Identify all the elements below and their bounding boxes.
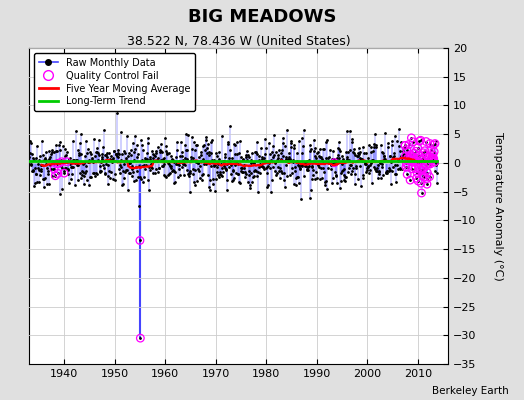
Point: [50, 166, 58, 172]
Point: [417, 137, 425, 144]
Point: [419, 173, 427, 179]
Point: [423, 170, 432, 176]
Point: [401, 153, 410, 159]
Point: [55, 160, 63, 166]
Point: [416, 159, 424, 166]
Point: [410, 154, 418, 160]
Point: [420, 174, 429, 180]
Legend: Raw Monthly Data, Quality Control Fail, Five Year Moving Average, Long-Term Tren: Raw Monthly Data, Quality Control Fail, …: [34, 53, 195, 111]
Point: [136, 237, 144, 244]
Point: [411, 165, 419, 172]
Point: [413, 145, 422, 151]
Point: [406, 158, 414, 164]
Point: [430, 155, 438, 162]
Point: [430, 148, 438, 155]
Point: [425, 174, 434, 180]
Point: [412, 175, 421, 181]
Text: BIG MEADOWS: BIG MEADOWS: [188, 8, 336, 26]
Point: [410, 150, 419, 156]
Point: [401, 142, 409, 149]
Point: [417, 180, 425, 186]
Point: [408, 158, 417, 164]
Point: [419, 150, 428, 156]
Point: [409, 159, 418, 165]
Point: [52, 161, 61, 167]
Y-axis label: Temperature Anomaly (°C): Temperature Anomaly (°C): [493, 132, 503, 280]
Point: [405, 155, 413, 162]
Point: [421, 162, 430, 168]
Point: [413, 160, 421, 166]
Point: [409, 156, 417, 163]
Point: [421, 148, 429, 154]
Title: 38.522 N, 78.436 W (United States): 38.522 N, 78.436 W (United States): [127, 35, 350, 48]
Point: [430, 159, 439, 165]
Point: [402, 146, 411, 153]
Point: [425, 153, 433, 159]
Point: [422, 138, 430, 145]
Point: [415, 153, 423, 159]
Point: [428, 155, 436, 162]
Point: [416, 167, 424, 173]
Point: [419, 155, 428, 161]
Point: [412, 148, 420, 154]
Point: [403, 171, 411, 178]
Point: [414, 165, 423, 171]
Point: [421, 152, 430, 158]
Point: [401, 142, 409, 149]
Point: [417, 190, 425, 196]
Point: [422, 176, 431, 182]
Point: [409, 139, 417, 145]
Point: [424, 161, 433, 167]
Point: [408, 166, 416, 172]
Point: [407, 152, 415, 158]
Point: [406, 177, 414, 183]
Point: [429, 152, 437, 158]
Point: [402, 164, 410, 170]
Point: [411, 156, 419, 163]
Point: [403, 155, 412, 162]
Point: [404, 164, 412, 170]
Point: [402, 160, 410, 166]
Point: [418, 167, 427, 174]
Point: [431, 140, 439, 147]
Point: [404, 157, 412, 164]
Point: [330, 160, 339, 166]
Point: [53, 170, 62, 176]
Point: [62, 158, 71, 165]
Point: [424, 156, 432, 162]
Point: [60, 170, 68, 176]
Point: [429, 142, 438, 148]
Point: [407, 135, 416, 141]
Point: [413, 170, 421, 176]
Point: [420, 164, 428, 171]
Point: [411, 158, 420, 165]
Point: [51, 172, 60, 179]
Point: [427, 157, 435, 164]
Text: Berkeley Earth: Berkeley Earth: [432, 386, 508, 396]
Point: [418, 156, 426, 162]
Point: [425, 140, 434, 147]
Point: [423, 160, 432, 167]
Point: [407, 154, 415, 160]
Point: [405, 141, 413, 148]
Point: [428, 154, 436, 161]
Point: [428, 156, 436, 163]
Point: [426, 161, 434, 167]
Point: [427, 147, 435, 153]
Point: [423, 181, 431, 187]
Point: [414, 178, 422, 184]
Point: [136, 335, 145, 341]
Point: [58, 158, 66, 165]
Point: [415, 138, 423, 144]
